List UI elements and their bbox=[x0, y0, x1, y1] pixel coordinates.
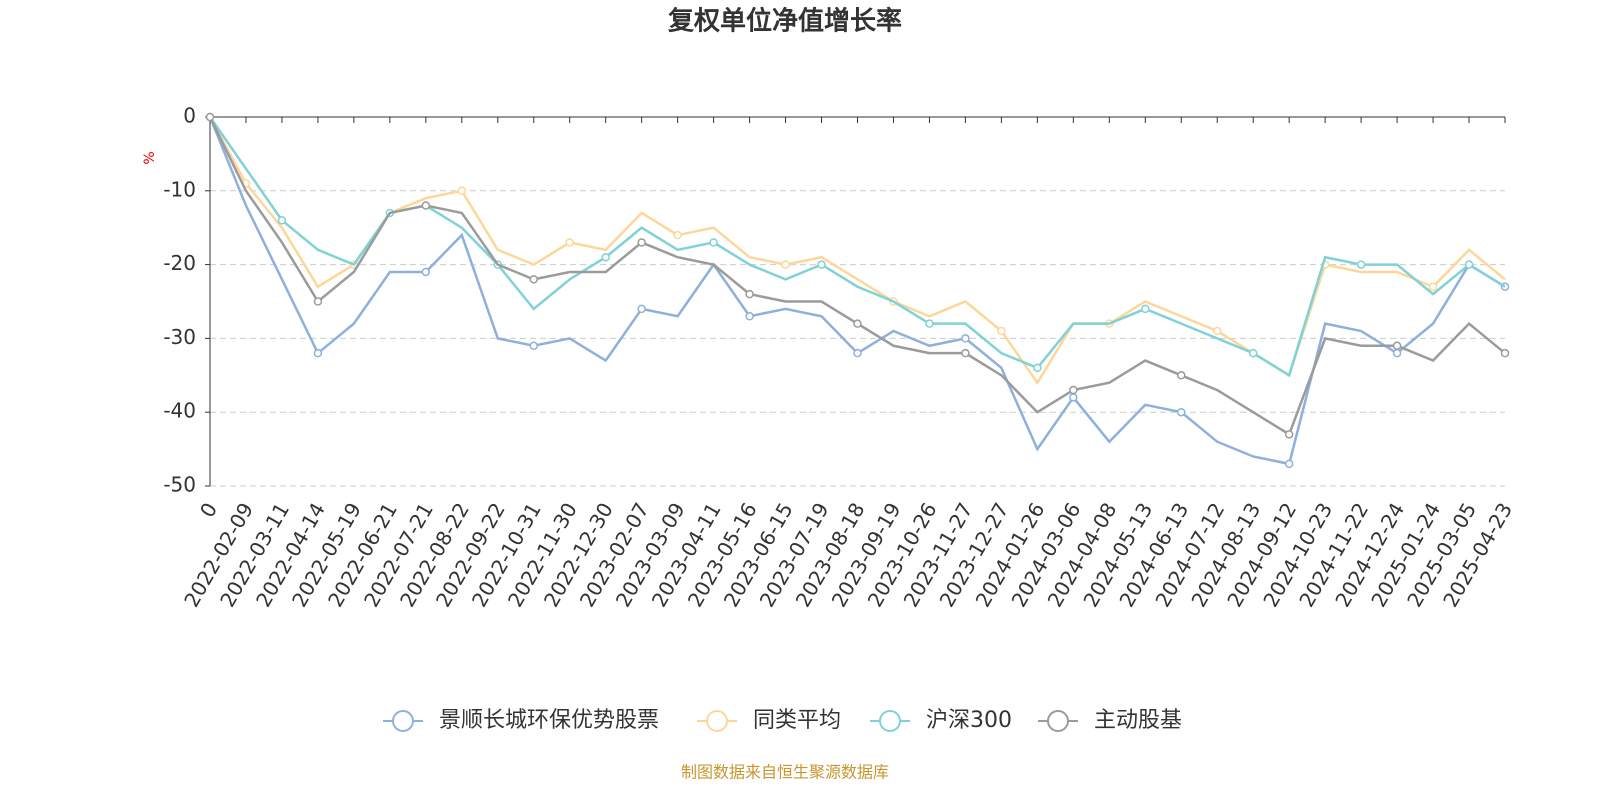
series-line bbox=[208, 116, 1506, 378]
legend-marker bbox=[1047, 710, 1069, 732]
y-tick-label: -40 bbox=[163, 399, 196, 423]
legend-label: 沪深300 bbox=[926, 708, 1012, 733]
point-marker bbox=[781, 260, 790, 269]
source-note: 制图数据来自恒生聚源数据库 bbox=[681, 763, 889, 782]
point-marker bbox=[277, 216, 287, 225]
point-marker bbox=[961, 334, 970, 343]
point-marker bbox=[637, 238, 646, 247]
point-marker bbox=[1284, 459, 1294, 469]
point-marker bbox=[421, 201, 431, 210]
legend-label: 景顺长城环保优势股票 bbox=[439, 708, 659, 733]
point-marker bbox=[709, 238, 718, 247]
point-marker bbox=[1177, 371, 1186, 380]
point-marker bbox=[997, 326, 1006, 336]
point-marker bbox=[421, 267, 431, 277]
series-line bbox=[208, 116, 1506, 437]
point-marker bbox=[205, 112, 215, 122]
point-marker bbox=[745, 289, 754, 299]
legend-marker bbox=[879, 710, 901, 732]
point-marker bbox=[1356, 260, 1366, 269]
point-marker bbox=[529, 275, 538, 284]
point-marker bbox=[313, 297, 323, 306]
y-tick-label: -20 bbox=[163, 251, 196, 275]
x-tick-label: 0 bbox=[195, 498, 222, 521]
legend-label: 同类平均 bbox=[753, 708, 841, 733]
point-marker bbox=[1428, 282, 1438, 291]
point-marker bbox=[1392, 348, 1402, 358]
point-marker bbox=[673, 230, 682, 240]
point-marker bbox=[637, 304, 646, 314]
legend-marker bbox=[706, 710, 728, 732]
point-marker bbox=[961, 348, 970, 358]
legend-label: 主动股基 bbox=[1094, 708, 1182, 733]
point-marker bbox=[1248, 348, 1258, 358]
point-marker bbox=[313, 348, 323, 358]
y-tick-label: -30 bbox=[163, 325, 196, 349]
point-marker bbox=[1392, 341, 1402, 351]
point-marker bbox=[1069, 385, 1078, 395]
point-marker bbox=[565, 238, 574, 247]
point-marker bbox=[1212, 326, 1222, 336]
series-line bbox=[208, 116, 1506, 385]
point-marker bbox=[817, 260, 826, 269]
point-marker bbox=[1141, 304, 1150, 314]
point-marker bbox=[853, 348, 862, 358]
point-marker bbox=[529, 341, 538, 351]
point-marker bbox=[1284, 430, 1294, 439]
point-marker bbox=[1033, 363, 1042, 373]
point-marker bbox=[1069, 393, 1078, 402]
legend-marker bbox=[392, 710, 414, 732]
point-marker bbox=[1177, 407, 1186, 417]
point-marker bbox=[745, 312, 754, 321]
y-tick-label: -10 bbox=[163, 177, 196, 201]
point-marker bbox=[925, 319, 934, 328]
y-axis-label: % bbox=[142, 151, 158, 164]
point-marker bbox=[853, 319, 862, 328]
point-marker bbox=[1500, 348, 1510, 358]
y-tick-label: -50 bbox=[163, 473, 196, 497]
point-marker bbox=[1464, 260, 1474, 269]
point-marker bbox=[601, 252, 610, 262]
point-marker bbox=[457, 186, 467, 196]
y-tick-label: 0 bbox=[183, 104, 196, 128]
chart-title: 复权单位净值增长率 bbox=[668, 6, 902, 37]
